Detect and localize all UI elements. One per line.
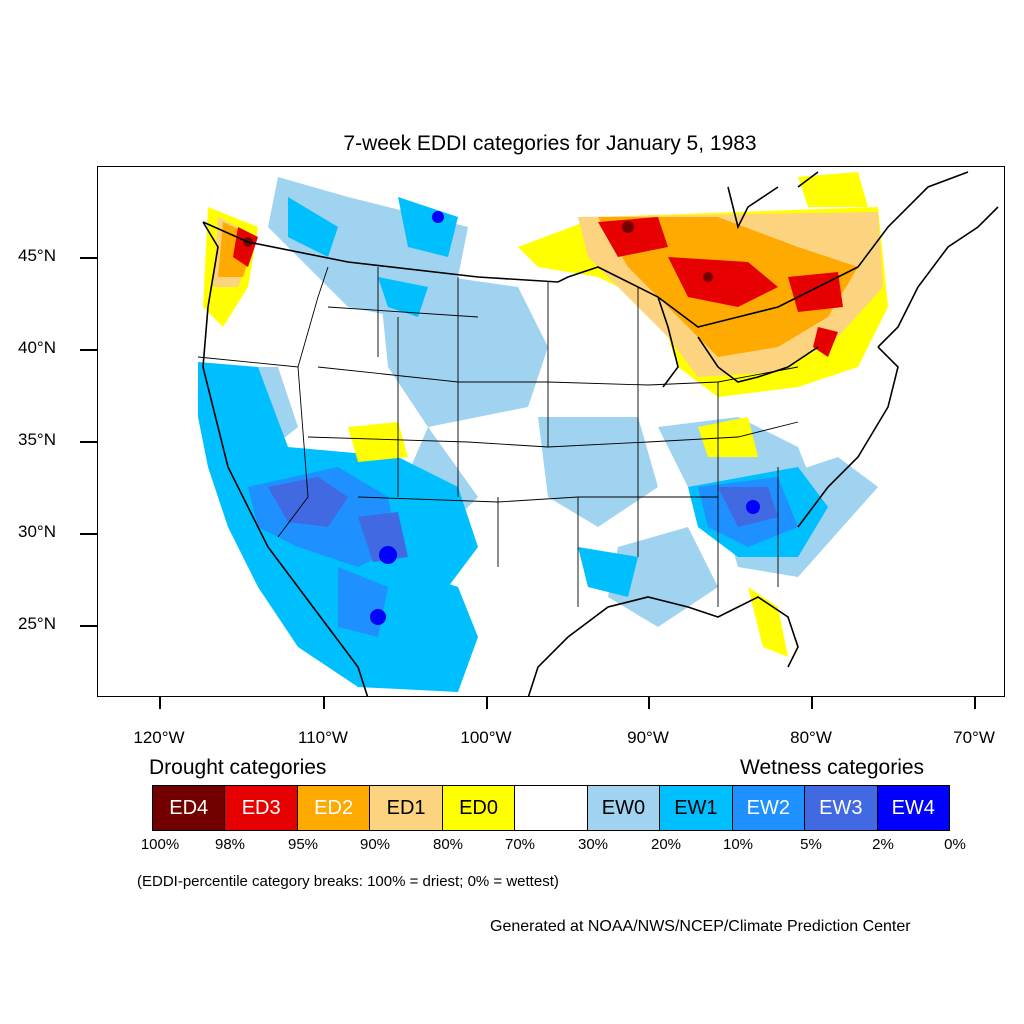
- legend-cell-ed2: ED2: [297, 786, 371, 830]
- credit-line: Generated at NOAA/NWS/NCEP/Climate Predi…: [490, 918, 911, 935]
- legend-cell-ew0: EW0: [587, 786, 661, 830]
- break-label: 0%: [944, 836, 966, 853]
- lon-label-80: 80°W: [790, 728, 832, 747]
- break-label: 100%: [140, 836, 180, 853]
- lat-tick-35: [80, 441, 97, 443]
- legend-cell-ed3: ED3: [225, 786, 298, 830]
- legend-cell-ed1: ED1: [370, 786, 443, 830]
- ed3-regions: [233, 217, 843, 357]
- ew4-regions: [370, 211, 760, 625]
- coastline: [202, 171, 999, 696]
- lat-tick-45: [80, 257, 97, 259]
- legend-cell-ew4: EW4: [877, 786, 949, 830]
- wetness-heading: Wetness categories: [740, 756, 925, 779]
- map-title: 7-week EDDI categories for January 5, 19…: [343, 132, 757, 155]
- break-label: 10%: [722, 836, 754, 853]
- break-label: 30%: [577, 836, 609, 853]
- lon-tick-90: [648, 697, 650, 709]
- state-borders: [197, 266, 799, 607]
- lat-tick-30: [80, 533, 97, 535]
- break-label: 70%: [504, 836, 536, 853]
- lat-label-45: 45°N: [18, 246, 56, 265]
- lat-tick-40: [80, 349, 97, 351]
- lon-label-120: 120°W: [133, 728, 185, 747]
- lat-label-30: 30°N: [18, 522, 56, 541]
- legend-cell-neutral: [515, 786, 588, 830]
- lon-label-110: 110°W: [298, 728, 348, 747]
- lon-label-70: 70°W: [953, 728, 995, 747]
- break-label: 2%: [872, 836, 894, 853]
- category-note: (EDDI-percentile category breaks: 100% =…: [137, 873, 559, 890]
- lon-tick-110: [323, 697, 325, 709]
- break-label: 90%: [359, 836, 391, 853]
- break-label: 20%: [650, 836, 682, 853]
- lat-label-40: 40°N: [18, 338, 56, 357]
- lon-tick-70: [974, 697, 976, 709]
- break-label: 80%: [432, 836, 464, 853]
- map-panel: [97, 166, 1005, 697]
- lon-label-90: 90°W: [627, 728, 669, 747]
- break-label: 95%: [287, 836, 319, 853]
- legend-cell-ew2: EW2: [732, 786, 806, 830]
- drought-heading: Drought categories: [149, 756, 327, 779]
- lon-tick-120: [159, 697, 161, 709]
- lon-tick-100: [486, 697, 488, 709]
- legend-colorbar: ED4 ED3 ED2 ED1 ED0 EW0 EW1 EW2 EW3 EW4: [152, 785, 950, 831]
- legend-cell-ew1: EW1: [660, 786, 733, 830]
- break-label: 98%: [214, 836, 246, 853]
- legend-cell-ed0: ED0: [442, 786, 516, 830]
- lat-tick-25: [80, 625, 97, 627]
- legend-cell-ew3: EW3: [805, 786, 878, 830]
- eddi-map: [197, 171, 999, 696]
- break-label: 5%: [800, 836, 822, 853]
- lat-label-35: 35°N: [18, 430, 56, 449]
- legend-cell-ed4: ED4: [153, 786, 226, 830]
- lon-label-100: 100°W: [460, 728, 512, 747]
- lat-label-25: 25°N: [18, 614, 56, 633]
- lon-tick-80: [811, 697, 813, 709]
